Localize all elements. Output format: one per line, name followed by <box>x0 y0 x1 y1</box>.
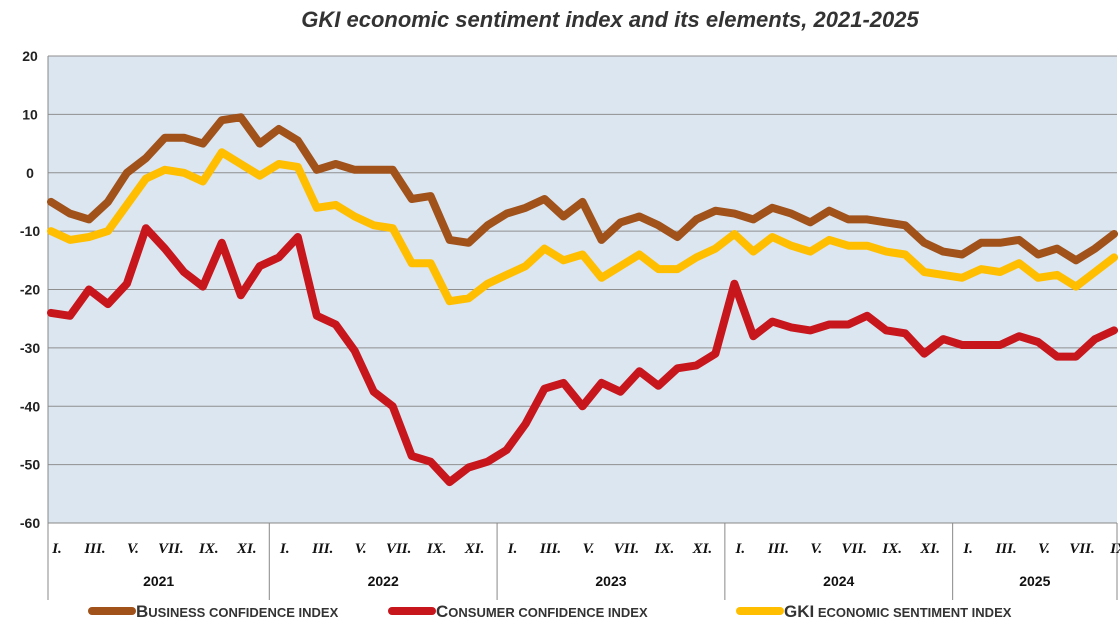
series-line-gki-economic-sentiment-index <box>47 148 1118 306</box>
legend-initial: B <box>136 602 148 621</box>
y-tick-label: -20 <box>20 282 40 298</box>
x-axis-ticks: I. III. V. VII. IX. XI. I. III. V. VII. IX. XI. I. II… <box>51 541 1120 557</box>
x-tick-label: III. <box>311 541 333 557</box>
x-tick-label: V. <box>810 541 822 557</box>
x-tick-label: I. <box>51 541 62 557</box>
x-tick-label: IX. <box>426 541 447 557</box>
x-tick-label: I. <box>735 541 746 557</box>
legend-initial: GKI <box>784 602 814 621</box>
series-line-business-confidence-index <box>47 113 1118 265</box>
legend-rest: USINESS CONFIDENCE INDEX <box>148 605 338 620</box>
legend-item: GKI ECONOMIC SENTIMENT INDEX <box>736 602 1012 621</box>
x-tick-label: III. <box>767 541 789 557</box>
x-tick-label: XI. <box>236 541 257 557</box>
x-tick-label: V. <box>583 541 595 557</box>
legend-initial: C <box>436 602 448 621</box>
x-tick-label: V. <box>127 541 139 557</box>
legend-rest: ONSUMER CONFIDENCE INDEX <box>448 605 648 620</box>
x-tick-label: IX. <box>198 541 219 557</box>
x-tick-label: VII. <box>386 541 411 557</box>
legend-rest: ECONOMIC SENTIMENT INDEX <box>814 605 1012 620</box>
y-tick-label: 0 <box>26 165 34 181</box>
x-tick-label: V. <box>355 541 367 557</box>
x-tick-label: III. <box>83 541 105 557</box>
x-tick-label: VII. <box>158 541 183 557</box>
year-label: 2022 <box>368 573 399 589</box>
year-label: 2025 <box>1019 573 1050 589</box>
x-tick-label: III. <box>994 541 1016 557</box>
x-tick-label: IX. <box>881 541 902 557</box>
legend-label: GKI ECONOMIC SENTIMENT INDEX <box>784 602 1012 621</box>
x-tick-label: XI. <box>919 541 940 557</box>
x-tick-label: IX. <box>1109 541 1120 557</box>
series-lines <box>47 113 1118 487</box>
x-tick-label: VII. <box>614 541 639 557</box>
x-tick-label: V. <box>1038 541 1050 557</box>
legend-item: CONSUMER CONFIDENCE INDEX <box>388 602 648 621</box>
legend-label: CONSUMER CONFIDENCE INDEX <box>436 602 648 621</box>
legend: BUSINESS CONFIDENCE INDEX CONSUMER CONFID… <box>88 602 1012 621</box>
x-tick-label: IX. <box>654 541 675 557</box>
x-tick-label: I. <box>279 541 290 557</box>
x-tick-label: XI. <box>692 541 713 557</box>
y-tick-label: -50 <box>20 457 40 473</box>
y-tick-label: 20 <box>22 48 38 64</box>
x-tick-label: III. <box>539 541 561 557</box>
x-axis-frame <box>47 56 1118 600</box>
y-tick-label: -10 <box>20 223 40 239</box>
x-tick-label: VII. <box>842 541 867 557</box>
legend-label: BUSINESS CONFIDENCE INDEX <box>136 602 339 621</box>
x-tick-label: I. <box>507 541 518 557</box>
x-tick-label: I. <box>962 541 973 557</box>
y-tick-label: 10 <box>22 106 38 122</box>
x-tick-label: XI. <box>464 541 485 557</box>
year-label: 2024 <box>823 573 854 589</box>
y-tick-label: -60 <box>20 515 40 531</box>
x-axis-years: 2021 2022 2023 2024 2025 <box>143 573 1051 589</box>
chart-title: GKI economic sentiment index and its ele… <box>301 7 919 32</box>
y-tick-label: -40 <box>20 398 40 414</box>
legend-item: BUSINESS CONFIDENCE INDEX <box>88 602 339 621</box>
year-label: 2023 <box>595 573 626 589</box>
y-axis-ticks: 20 10 0 -10 -20 -30 -40 -50 -60 <box>20 48 40 531</box>
year-label: 2021 <box>143 573 174 589</box>
y-tick-label: -30 <box>20 340 40 356</box>
series-line-consumer-confidence-index <box>47 224 1118 487</box>
x-tick-label: VII. <box>1069 541 1094 557</box>
